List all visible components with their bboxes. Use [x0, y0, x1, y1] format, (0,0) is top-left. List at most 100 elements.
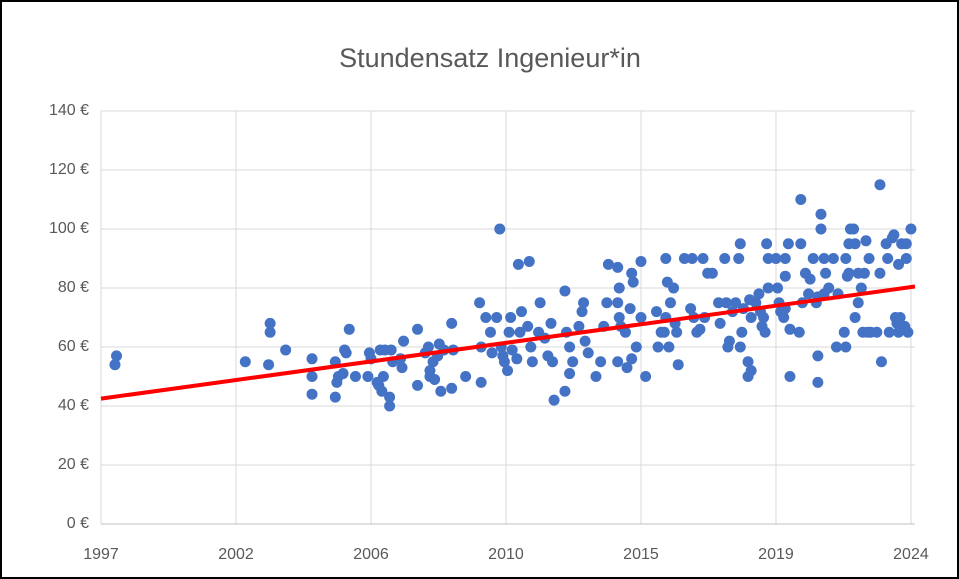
- data-point: [630, 341, 642, 353]
- x-tick-label: 2010: [488, 546, 524, 563]
- data-point: [573, 320, 585, 332]
- data-point: [486, 347, 498, 359]
- data-point: [306, 388, 318, 400]
- data-point: [635, 312, 647, 323]
- data-point: [713, 297, 725, 309]
- data-point: [874, 179, 886, 191]
- data-point: [484, 326, 496, 338]
- data-point: [512, 258, 524, 270]
- data-point: [650, 306, 662, 318]
- data-point: [612, 356, 624, 368]
- data-point: [412, 379, 424, 391]
- y-tick-label: 80 €: [58, 279, 89, 296]
- x-tick-label: 2015: [623, 546, 659, 563]
- data-point: [686, 253, 698, 264]
- data-point: [658, 326, 670, 338]
- y-tick-label: 0 €: [67, 515, 89, 532]
- data-point: [858, 267, 870, 279]
- data-point: [778, 312, 790, 323]
- data-point: [362, 371, 374, 382]
- data-point: [626, 267, 638, 279]
- data-point: [664, 297, 676, 309]
- data-point: [671, 326, 683, 338]
- data-point: [697, 253, 709, 264]
- data-point: [745, 312, 757, 323]
- data-point: [545, 317, 557, 329]
- data-point: [882, 253, 894, 264]
- data-point: [576, 306, 588, 318]
- data-point: [818, 253, 830, 264]
- data-point: [503, 326, 515, 338]
- data-point: [849, 238, 861, 250]
- data-point: [578, 297, 590, 309]
- data-point: [871, 326, 883, 338]
- data-point: [491, 312, 503, 323]
- y-tick-label: 20 €: [58, 456, 89, 473]
- data-point: [761, 238, 773, 250]
- data-point: [613, 282, 625, 294]
- data-point: [377, 371, 389, 382]
- data-point: [582, 347, 594, 359]
- data-point: [874, 267, 886, 279]
- data-point: [663, 341, 675, 353]
- data-point: [601, 297, 613, 309]
- data-point: [534, 297, 546, 309]
- data-point: [624, 303, 636, 315]
- trendline: [100, 284, 916, 401]
- data-point: [830, 341, 842, 353]
- data-point: [498, 356, 510, 368]
- data-point: [827, 253, 839, 264]
- data-point: [564, 341, 576, 353]
- data-point: [595, 356, 607, 368]
- data-point: [762, 282, 774, 294]
- data-point: [502, 365, 514, 377]
- data-point: [668, 282, 680, 294]
- data-point: [306, 371, 318, 382]
- data-point: [547, 356, 559, 368]
- data-point: [782, 238, 794, 250]
- data-point: [784, 371, 796, 382]
- data-point: [567, 356, 579, 368]
- data-point: [753, 288, 765, 300]
- data-point: [838, 326, 850, 338]
- data-point: [652, 341, 664, 353]
- data-point: [815, 208, 827, 220]
- data-point: [779, 253, 791, 264]
- y-tick-label: 120 €: [49, 161, 89, 178]
- x-tick-label: 2006: [353, 546, 389, 563]
- chart-title: Stundensatz Ingenieur*in: [339, 43, 641, 73]
- data-point: [807, 253, 819, 264]
- data-point: [619, 326, 631, 338]
- data-point: [640, 371, 652, 382]
- data-point: [730, 297, 742, 309]
- data-point: [590, 371, 602, 382]
- data-point: [340, 347, 352, 359]
- data-point: [548, 394, 560, 406]
- data-point: [852, 297, 864, 309]
- data-point: [384, 400, 396, 412]
- data-point: [840, 253, 852, 264]
- data-point: [376, 385, 388, 397]
- data-point: [396, 362, 408, 374]
- data-point: [422, 341, 434, 353]
- data-point: [706, 267, 718, 279]
- data-point: [515, 306, 527, 318]
- data-point: [900, 238, 912, 250]
- data-point: [579, 335, 591, 347]
- data-point: [812, 376, 824, 388]
- data-point: [694, 323, 706, 335]
- data-point: [522, 320, 534, 332]
- data-point: [435, 385, 447, 397]
- data-point: [862, 326, 874, 338]
- data-point: [883, 326, 895, 338]
- data-point: [795, 194, 807, 205]
- data-point: [349, 371, 361, 382]
- data-point: [840, 341, 852, 353]
- data-point: [848, 223, 860, 235]
- data-point: [446, 317, 458, 329]
- data-point: [613, 312, 625, 323]
- data-point: [815, 223, 827, 235]
- data-point: [714, 317, 726, 329]
- data-point: [559, 385, 571, 397]
